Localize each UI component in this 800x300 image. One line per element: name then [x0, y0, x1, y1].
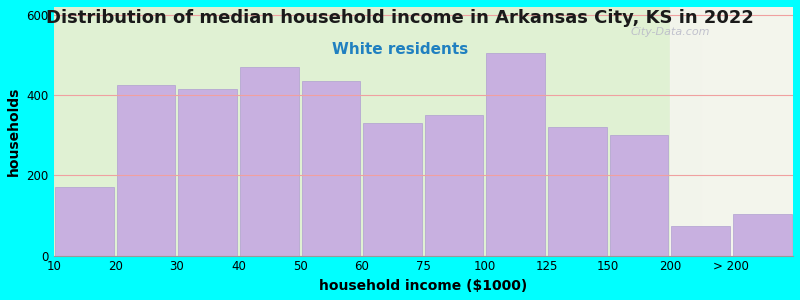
Bar: [302, 81, 360, 256]
Bar: [733, 214, 791, 256]
Bar: [671, 226, 730, 256]
Text: Distribution of median household income in Arkansas City, KS in 2022: Distribution of median household income …: [46, 9, 754, 27]
Bar: [117, 85, 175, 256]
Y-axis label: households: households: [7, 87, 21, 176]
Bar: [240, 67, 298, 256]
Bar: [670, 0, 800, 256]
Bar: [610, 135, 668, 256]
Bar: [178, 89, 237, 256]
Bar: [54, 0, 701, 256]
Bar: [363, 123, 422, 256]
Bar: [425, 115, 483, 256]
Bar: [486, 53, 545, 256]
Bar: [548, 127, 606, 256]
Text: White residents: White residents: [332, 42, 468, 57]
X-axis label: household income ($1000): household income ($1000): [319, 279, 527, 293]
Bar: [55, 188, 114, 256]
Text: City-Data.com: City-Data.com: [630, 27, 710, 37]
